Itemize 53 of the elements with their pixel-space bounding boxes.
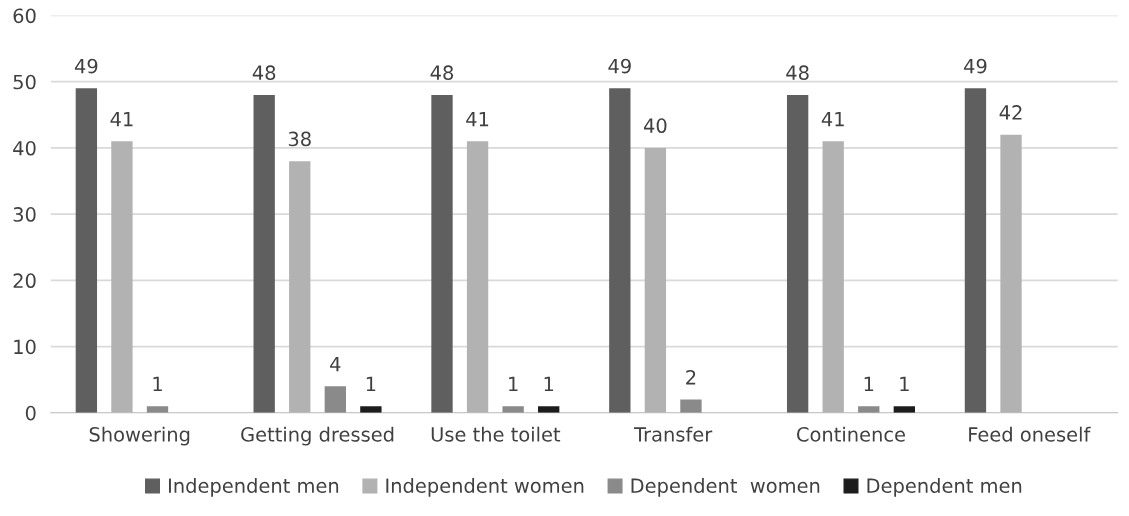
bar (253, 94, 275, 413)
y-tick-label: 10 (14, 339, 36, 355)
legend-label: Independent men (169, 477, 339, 497)
x-tick-label: Feed oneself (969, 426, 1091, 442)
bar (786, 94, 809, 413)
bar (502, 406, 524, 413)
x-tick-label: Use the toilet (431, 426, 561, 442)
bar (360, 406, 382, 413)
y-tick-label: 0 (25, 405, 36, 421)
data-label: 48 (252, 65, 276, 81)
x-tick-label: Getting dressed (241, 426, 394, 446)
data-label: 38 (288, 131, 311, 147)
bar (289, 161, 311, 413)
bar (75, 88, 98, 413)
data-label: 42 (999, 105, 1022, 120)
y-tick-label: 30 (13, 207, 36, 222)
y-tick-label: 60 (13, 8, 36, 24)
data-label: 1 (366, 376, 376, 392)
bar (609, 88, 631, 413)
data-label: 49 (74, 58, 98, 74)
bar (644, 147, 667, 413)
data-label: 2 (686, 369, 696, 385)
legend-label: Independent women (386, 477, 584, 497)
data-label: 1 (153, 376, 162, 392)
bar (680, 399, 702, 413)
x-tick-label: Showering (89, 426, 190, 446)
legend-label: Dependent women (631, 477, 820, 497)
bar (822, 141, 844, 413)
bar (1000, 134, 1022, 413)
bar (324, 386, 346, 413)
data-label: 1 (864, 376, 874, 392)
data-label: 40 (643, 118, 667, 134)
y-tick-label: 50 (13, 74, 36, 90)
bar (466, 141, 489, 413)
data-label: 41 (110, 111, 133, 127)
x-tick-label: Transfer (634, 426, 713, 442)
data-label: 41 (821, 111, 844, 127)
bar (964, 88, 987, 413)
bar (431, 94, 453, 413)
data-label: 1 (509, 376, 518, 392)
bar (111, 141, 133, 413)
y-tick-label: 20 (13, 273, 36, 289)
data-label: 49 (964, 58, 987, 74)
data-label: 48 (430, 65, 454, 81)
y-tick-label: 40 (13, 140, 36, 156)
data-label: 41 (466, 111, 489, 127)
data-label: 49 (608, 58, 631, 74)
x-tick-label: Continence (797, 426, 905, 442)
data-label: 1 (544, 376, 554, 392)
data-label: 4 (330, 356, 341, 372)
data-label: 48 (786, 65, 809, 81)
legend-label: Dependent men (867, 477, 1022, 497)
data-label: 1 (900, 376, 909, 392)
